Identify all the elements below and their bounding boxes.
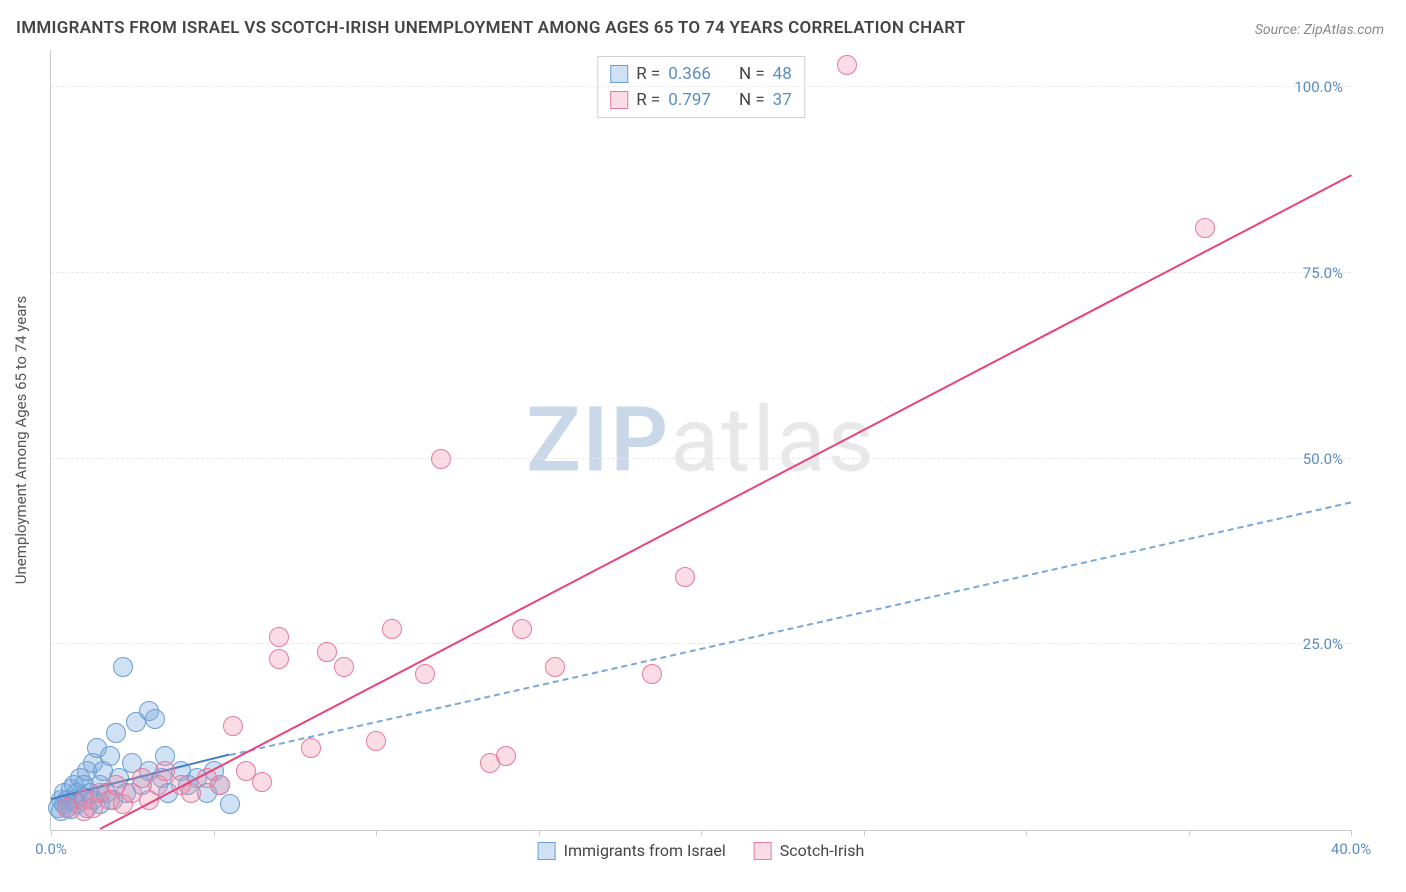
xtick-label: 40.0%	[1331, 840, 1371, 858]
data-point	[155, 761, 175, 781]
stat-n-label: N =	[739, 90, 765, 110]
watermark-zip: ZIP	[526, 388, 670, 493]
xtick	[1189, 830, 1190, 836]
data-point	[837, 55, 857, 75]
stat-r-label: R =	[636, 64, 660, 84]
legend-label-1: Immigrants from Israel	[564, 841, 726, 860]
data-point	[642, 664, 662, 684]
stats-row-series-2: R = 0.797 N = 37	[610, 87, 792, 113]
x-axis-legend: Immigrants from Israel Scotch-Irish	[538, 841, 865, 860]
data-point	[100, 746, 120, 766]
swatch-pink-icon	[610, 91, 628, 109]
stat-n-label: N =	[739, 64, 765, 84]
xtick	[51, 830, 52, 836]
swatch-blue-icon	[610, 65, 628, 83]
ytick-label: 75.0%	[1303, 264, 1343, 282]
data-point	[269, 627, 289, 647]
data-point	[675, 567, 695, 587]
data-point	[415, 664, 435, 684]
legend-item-2: Scotch-Irish	[754, 841, 865, 860]
data-point	[1195, 218, 1215, 238]
data-point	[210, 775, 230, 795]
y-axis-label: Unemployment Among Ages 65 to 74 years	[12, 296, 30, 584]
data-point	[512, 619, 532, 639]
data-point	[301, 738, 321, 758]
stat-r-value-1: 0.366	[668, 64, 711, 84]
chart-title: IMMIGRANTS FROM ISRAEL VS SCOTCH-IRISH U…	[16, 18, 966, 38]
ytick-label: 25.0%	[1303, 635, 1343, 653]
xtick	[1026, 830, 1027, 836]
xtick	[701, 830, 702, 836]
data-point	[223, 716, 243, 736]
data-point	[366, 731, 386, 751]
xtick	[539, 830, 540, 836]
xtick-label: 0.0%	[35, 840, 67, 858]
stat-n-value-2: 37	[773, 90, 792, 110]
xtick	[864, 830, 865, 836]
data-point	[252, 772, 272, 792]
legend-item-1: Immigrants from Israel	[538, 841, 726, 860]
ytick-label: 50.0%	[1303, 450, 1343, 468]
stat-r-label: R =	[636, 90, 660, 110]
stat-n-value-1: 48	[773, 64, 792, 84]
stats-row-series-1: R = 0.366 N = 48	[610, 61, 792, 87]
gridline	[51, 272, 1351, 273]
xtick	[376, 830, 377, 836]
xtick	[1351, 830, 1352, 836]
data-point	[220, 794, 240, 814]
ytick-label: 100.0%	[1294, 78, 1343, 96]
data-point	[317, 642, 337, 662]
data-point	[545, 657, 565, 677]
data-point	[145, 709, 165, 729]
stat-r-value-2: 0.797	[668, 90, 711, 110]
data-point	[113, 657, 133, 677]
data-point	[431, 449, 451, 469]
legend-label-2: Scotch-Irish	[780, 841, 865, 860]
gridline	[51, 643, 1351, 644]
gridline	[51, 458, 1351, 459]
source-attribution: Source: ZipAtlas.com	[1255, 22, 1384, 38]
data-point	[269, 649, 289, 669]
data-point	[382, 619, 402, 639]
xtick	[214, 830, 215, 836]
scatter-plot-area: ZIPatlas R = 0.366 N = 48 R = 0.797 N = …	[50, 50, 1351, 831]
watermark: ZIPatlas	[526, 388, 876, 493]
data-point	[334, 657, 354, 677]
data-point	[496, 746, 516, 766]
gridline	[51, 86, 1351, 87]
data-point	[106, 723, 126, 743]
swatch-blue-icon	[538, 842, 556, 860]
swatch-pink-icon	[754, 842, 772, 860]
